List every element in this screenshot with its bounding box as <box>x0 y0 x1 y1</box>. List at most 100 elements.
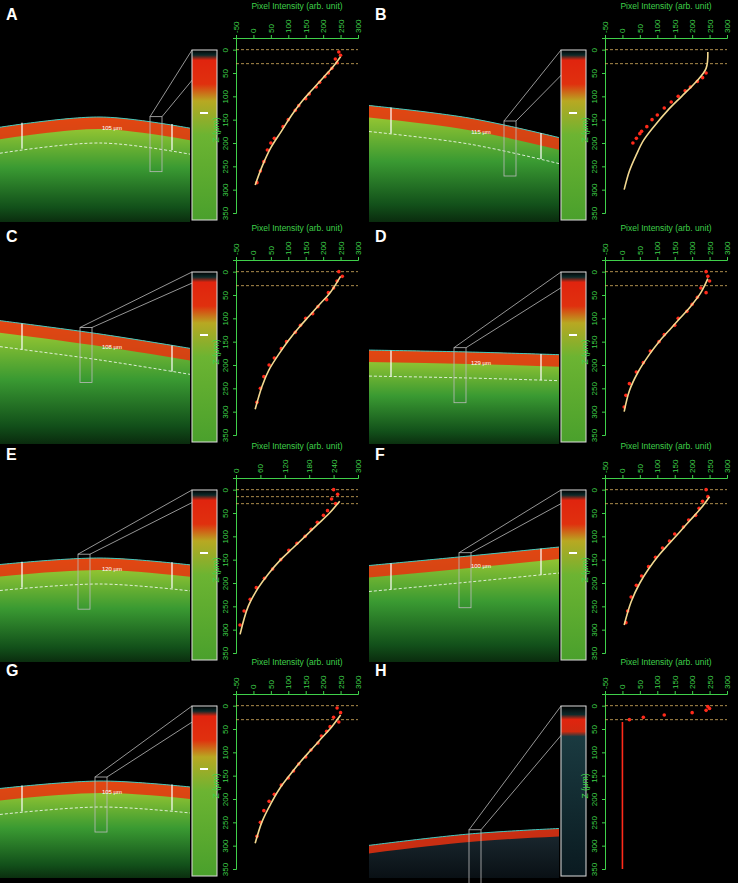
tick-label: 100 <box>653 19 662 33</box>
tick-label: 150 <box>671 675 680 689</box>
tick-mark <box>602 653 605 654</box>
tick-label: 250 <box>590 816 599 830</box>
tick: 300 <box>354 459 363 478</box>
y-axis-title: Z (μm) <box>580 773 590 798</box>
tick-label: 100 <box>590 90 599 104</box>
tick-label: -50 <box>232 243 241 255</box>
axis-line <box>237 35 359 39</box>
thickness-marker <box>540 133 541 159</box>
tissue <box>369 350 559 444</box>
sample-window <box>150 117 162 172</box>
tick-label: 350 <box>590 206 599 220</box>
tick: 0 <box>232 468 241 478</box>
tick: 0 <box>590 47 605 52</box>
x-axis: -50050100150200250300 <box>232 19 363 38</box>
tick-label: 150 <box>221 335 230 349</box>
panel-label: A <box>6 6 18 23</box>
tick-label: -50 <box>601 677 610 689</box>
tick: 200 <box>590 576 605 590</box>
tick-mark <box>358 691 359 694</box>
thickness-marker <box>390 350 391 376</box>
tick-label: 50 <box>221 291 230 300</box>
data-point <box>635 137 639 141</box>
thickness-label: 120 µm <box>102 566 122 572</box>
axis-line <box>606 257 728 261</box>
panel-label: F <box>375 446 385 463</box>
x-axis: -50050100150200250300 <box>601 459 732 478</box>
tick-mark <box>692 691 693 694</box>
oct-image <box>369 546 559 662</box>
tick-mark <box>285 475 286 478</box>
tick-label: 350 <box>590 428 599 442</box>
epithelium-band <box>0 564 190 572</box>
tick: 0 <box>590 487 605 492</box>
x-axis: -50050100150200250300 <box>601 19 732 38</box>
tick-mark <box>640 257 641 260</box>
data-point <box>339 711 343 715</box>
tick: 300 <box>221 405 236 419</box>
thickness-label: 105 µm <box>102 125 122 131</box>
tick: 150 <box>590 553 605 567</box>
tick-mark <box>602 513 605 514</box>
reference-line <box>236 285 358 286</box>
epithelium-band <box>0 326 190 356</box>
panel-label: D <box>375 228 387 245</box>
tick-mark <box>233 653 236 654</box>
tick-label: 100 <box>590 746 599 760</box>
tick: 150 <box>302 19 311 38</box>
panel-label: G <box>6 662 18 679</box>
tick-mark <box>271 35 272 38</box>
tick-mark <box>233 96 236 97</box>
reference-line <box>605 49 727 50</box>
data-point <box>662 106 666 110</box>
plot-area <box>605 50 727 190</box>
y-axis-title: Z (μm) <box>211 557 221 582</box>
tick-label: 250 <box>590 600 599 614</box>
axis-line <box>602 695 606 870</box>
tick: 50 <box>221 509 236 518</box>
thickness-marker <box>390 563 391 589</box>
tick: 200 <box>319 19 328 38</box>
tick: 300 <box>590 623 605 637</box>
tick-label: -50 <box>232 677 241 689</box>
surface <box>369 105 559 140</box>
plot-area <box>605 270 727 412</box>
tick-mark <box>657 475 658 478</box>
tick: 50 <box>590 725 605 734</box>
data-point <box>645 125 649 129</box>
plot-area <box>236 50 358 185</box>
tick-mark <box>602 342 605 343</box>
thickness-marker <box>21 323 22 349</box>
tick-mark <box>358 475 359 478</box>
tick-label: 150 <box>221 553 230 567</box>
tick-label: 150 <box>302 241 311 255</box>
inset-marker <box>200 768 208 770</box>
data-point <box>341 275 345 279</box>
tick-label: 250 <box>221 600 230 614</box>
epithelium-band <box>369 552 559 572</box>
connector <box>80 272 192 327</box>
tick-label: 350 <box>221 428 230 442</box>
inset-marker <box>200 552 208 554</box>
tick: 240 <box>330 459 339 478</box>
tick: 50 <box>267 24 276 38</box>
sample-window <box>80 327 92 382</box>
thickness-marker <box>171 785 172 811</box>
tick: 250 <box>706 675 715 694</box>
x-axis: -50050100150200250300 <box>601 675 732 694</box>
tick-label: 200 <box>221 792 230 806</box>
tick: 250 <box>221 816 236 830</box>
tick: 0 <box>618 28 627 38</box>
tick: 300 <box>723 459 732 478</box>
tick-label: -50 <box>601 243 610 255</box>
tick-mark <box>657 691 658 694</box>
tick-mark <box>602 606 605 607</box>
tick: 250 <box>337 19 346 38</box>
reference-line <box>236 719 358 720</box>
tick-mark <box>233 120 236 121</box>
tick-label: 50 <box>267 246 276 255</box>
tick-mark <box>233 73 236 74</box>
tick-mark <box>306 257 307 260</box>
data-point <box>706 275 710 279</box>
tick-mark <box>605 691 606 694</box>
